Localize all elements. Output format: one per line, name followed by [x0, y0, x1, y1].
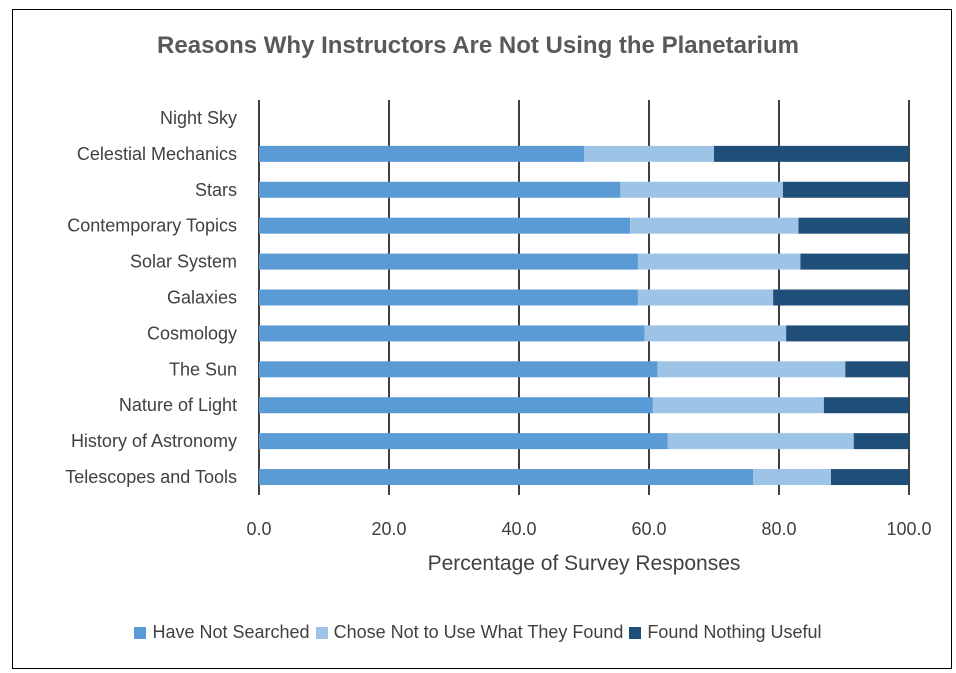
legend-label: Have Not Searched: [152, 622, 310, 642]
bar-history-of-astronomy-found-nothing-useful: [853, 433, 909, 450]
bar-solar-system-chose-not-to-use-what-they-found: [637, 253, 801, 270]
category-label-celestial-mechanics: Celestial Mechanics: [77, 144, 237, 164]
x-tick-labels: 0.0 20.0 40.0 60.0 80.0 100.0: [246, 519, 931, 539]
bars: [259, 145, 909, 486]
bar-the-sun-chose-not-to-use-what-they-found: [657, 361, 846, 378]
legend-item-chose-not-to-use-what-they-found: Chose Not to Use What They Found: [315, 622, 624, 643]
category-label-cosmology: Cosmology: [147, 323, 237, 343]
bar-cosmology-found-nothing-useful: [786, 325, 909, 342]
legend-item-have-not-searched: Have Not Searched: [134, 622, 310, 643]
bar-stars-have-not-searched: [259, 181, 621, 198]
bar-cosmology-have-not-searched: [259, 325, 645, 342]
category-label-night-sky: Night Sky: [160, 108, 237, 128]
legend: Have Not Searched Chose Not to Use What T…: [0, 622, 956, 643]
bar-history-of-astronomy-chose-not-to-use-what-they-found: [667, 433, 854, 450]
bar-cosmology-chose-not-to-use-what-they-found: [644, 325, 787, 342]
bar-telescopes-and-tools-chose-not-to-use-what-they-found: [753, 469, 831, 486]
category-label-the-sun: The Sun: [169, 359, 237, 379]
bar-celestial-mechanics-have-not-searched: [259, 145, 584, 162]
bar-nature-of-light-found-nothing-useful: [823, 397, 909, 414]
bar-telescopes-and-tools-found-nothing-useful: [831, 469, 909, 486]
bar-galaxies-chose-not-to-use-what-they-found: [637, 289, 774, 306]
legend-swatch: [134, 627, 147, 639]
bar-galaxies-found-nothing-useful: [773, 289, 909, 306]
category-labels: Night Sky Celestial Mechanics Stars Contemp…: [65, 108, 237, 487]
bar-celestial-mechanics-found-nothing-useful: [714, 145, 909, 162]
bar-solar-system-found-nothing-useful: [800, 253, 909, 270]
chart-title: Reasons Why Instructors Are Not Using th…: [157, 32, 799, 59]
bar-contemporary-topics-chose-not-to-use-what-they-found: [630, 217, 799, 234]
category-label-stars: Stars: [195, 180, 237, 200]
legend-item-found-nothing-useful: Found Nothing Useful: [629, 622, 822, 643]
category-label-galaxies: Galaxies: [167, 288, 237, 308]
category-label-solar-system: Solar System: [130, 252, 237, 272]
x-tick-label: 80.0: [761, 519, 796, 539]
category-label-contemporary-topics: Contemporary Topics: [67, 216, 237, 236]
bar-history-of-astronomy-have-not-searched: [259, 433, 668, 450]
x-tick-label: 20.0: [371, 519, 406, 539]
bar-solar-system-have-not-searched: [259, 253, 638, 270]
category-label-telescopes-and-tools: Telescopes and Tools: [65, 467, 237, 487]
bar-stars-chose-not-to-use-what-they-found: [620, 181, 783, 198]
bar-the-sun-have-not-searched: [259, 361, 658, 378]
x-tick-label: 60.0: [631, 519, 666, 539]
x-tick-label: 100.0: [886, 519, 931, 539]
x-tick-label: 0.0: [246, 519, 271, 539]
x-axis-title: Percentage of Survey Responses: [427, 552, 741, 575]
bar-the-sun-found-nothing-useful: [845, 361, 909, 378]
bar-nature-of-light-have-not-searched: [259, 397, 653, 414]
bar-celestial-mechanics-chose-not-to-use-what-they-found: [584, 145, 714, 162]
category-label-history-of-astronomy: History of Astronomy: [71, 431, 237, 451]
bar-contemporary-topics-found-nothing-useful: [798, 217, 909, 234]
bar-contemporary-topics-have-not-searched: [259, 217, 631, 234]
bar-nature-of-light-chose-not-to-use-what-they-found: [652, 397, 824, 414]
bar-stars-found-nothing-useful: [782, 181, 909, 198]
x-tick-label: 40.0: [501, 519, 536, 539]
bar-telescopes-and-tools-have-not-searched: [259, 469, 753, 486]
category-label-nature-of-light: Nature of Light: [119, 395, 237, 415]
legend-label: Chose Not to Use What They Found: [333, 622, 624, 642]
legend-swatch: [315, 627, 328, 639]
bar-galaxies-have-not-searched: [259, 289, 638, 306]
legend-label: Found Nothing Useful: [647, 622, 822, 642]
legend-swatch: [629, 627, 642, 639]
